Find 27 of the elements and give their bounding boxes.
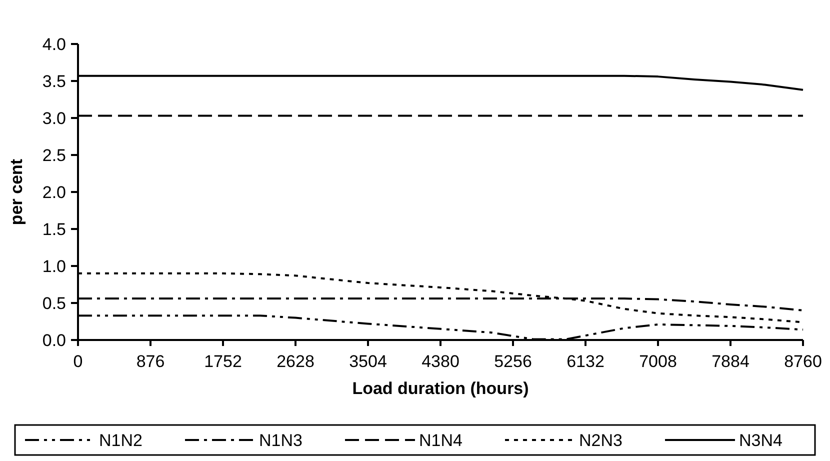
legend-label: N3N4 <box>739 430 782 450</box>
legend-label: N1N2 <box>99 430 142 450</box>
y-tick-label: 1.5 <box>42 220 66 239</box>
x-tick-label: 6132 <box>566 352 604 371</box>
legend-label: N2N3 <box>579 430 622 450</box>
legend-label: N1N3 <box>259 430 302 450</box>
y-tick-label: 4.0 <box>42 34 66 54</box>
y-tick-label: 3.5 <box>42 72 66 91</box>
x-tick-label: 876 <box>136 352 165 371</box>
y-tick-label: 3.0 <box>42 108 66 128</box>
y-tick-label: 2.5 <box>42 146 66 165</box>
x-tick-label: 7884 <box>712 352 750 371</box>
y-tick-label: 2.0 <box>42 182 66 202</box>
y-axis-title: per cent <box>7 158 26 226</box>
x-tick-label: 1752 <box>204 352 242 371</box>
x-tick-label: 0 <box>73 352 83 371</box>
x-tick-label: 4380 <box>422 352 460 371</box>
x-axis-title: Load duration (hours) <box>352 379 529 398</box>
x-tick-label: 2628 <box>276 352 314 371</box>
y-tick-label: 0.0 <box>42 330 66 350</box>
x-tick-label: 7008 <box>639 352 677 371</box>
legend-label: N1N4 <box>419 430 462 450</box>
x-tick-label: 5256 <box>494 352 532 371</box>
x-tick-label: 3504 <box>349 352 387 371</box>
y-tick-label: 1.0 <box>42 256 66 276</box>
x-tick-label: 8760 <box>784 352 822 371</box>
y-tick-label: 0.5 <box>42 294 66 313</box>
